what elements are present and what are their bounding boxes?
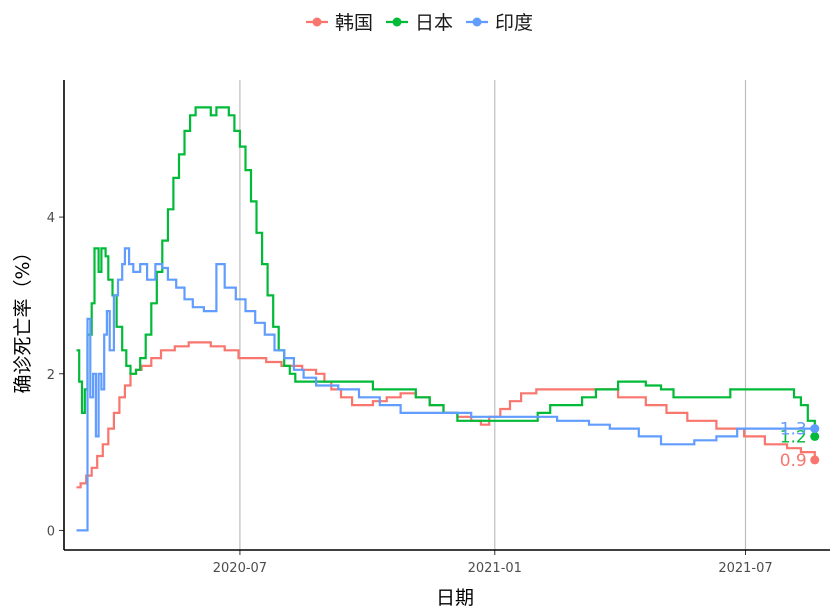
end-label-日本: 1.2 [780, 427, 807, 447]
x-tick-label: 2021-01 [468, 561, 522, 576]
legend-item: 印度 [465, 8, 533, 35]
legend-key-icon [305, 17, 328, 26]
series-line-日本 [76, 106, 816, 437]
y-tick-label: 0 [47, 524, 55, 539]
end-point-日本 [810, 431, 820, 441]
legend-item: 日本 [385, 8, 453, 35]
legend-key-icon [385, 17, 408, 26]
y-tick-label: 4 [47, 211, 55, 226]
legend-key-icon [466, 17, 488, 26]
legend-label: 韩国 [334, 12, 373, 34]
x-axis-title: 日期 [436, 587, 474, 609]
series-line-韩国 [76, 341, 816, 489]
end-labels: 0.9 1.21.3 [780, 420, 807, 471]
grid-lines [239, 80, 747, 550]
legend: 韩国 日本 印度 [0, 8, 838, 36]
end-label-韩国: 0.9 [780, 451, 807, 471]
series-lines [76, 106, 820, 532]
y-axis-title: 确诊死亡率（%） [12, 242, 34, 393]
series-line-印度 [76, 247, 815, 532]
end-point-韩国 [810, 455, 820, 465]
legend-label: 印度 [495, 12, 534, 34]
end-label-印度: 1.3 [780, 420, 807, 440]
x-tick-label: 2021-07 [718, 561, 772, 576]
end-point-印度 [810, 424, 820, 434]
y-tick-label: 2 [47, 368, 55, 383]
axes: 2020-07 2021-01 2021-07 0 2 4 [47, 80, 830, 576]
legend-label: 日本 [414, 12, 453, 34]
legend-item: 韩国 [305, 8, 373, 35]
x-tick-label: 2020-07 [213, 561, 267, 576]
